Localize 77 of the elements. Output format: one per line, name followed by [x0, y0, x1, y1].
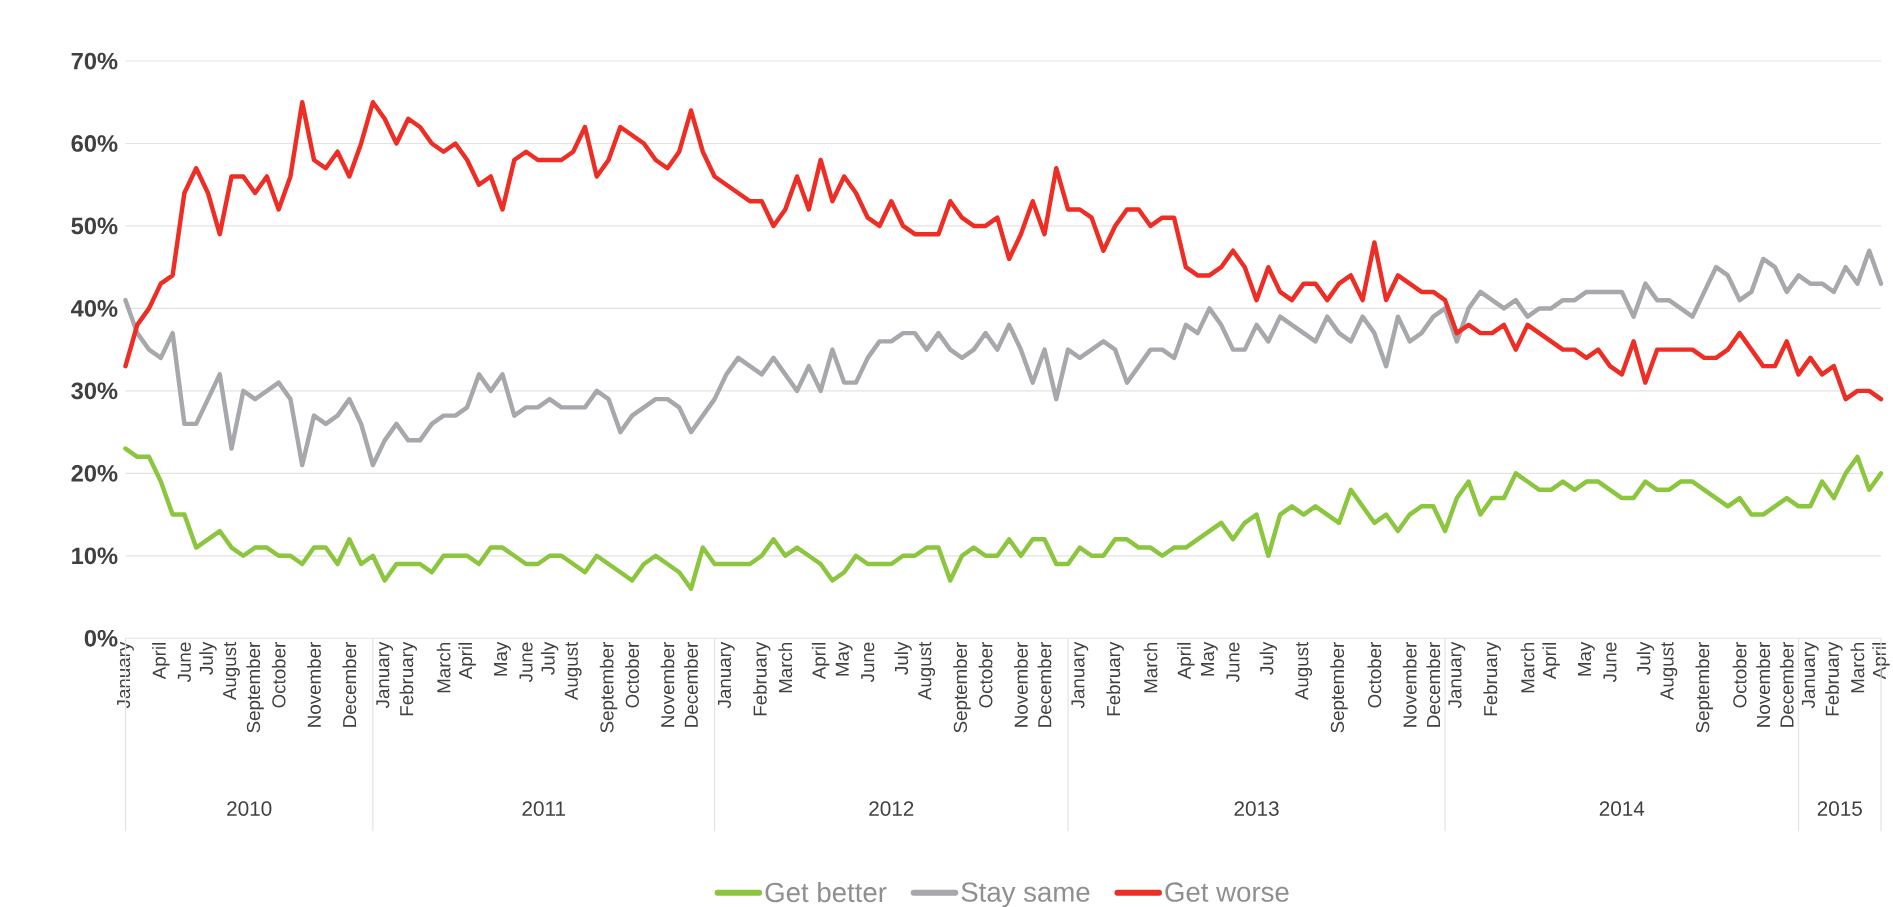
x-tick-label: February	[752, 641, 771, 716]
x-tick-label: November	[1756, 641, 1771, 727]
x-tick-label: January	[1448, 641, 1466, 708]
x-tick-label: September	[953, 641, 971, 733]
x-tick-label: August	[223, 641, 240, 700]
y-tick-label: 0%	[84, 629, 118, 647]
x-tick-label: July	[1636, 641, 1655, 675]
x-tick-label: July	[1259, 641, 1278, 675]
text: 2014	[1599, 801, 1645, 816]
x-tick-label: January	[1071, 641, 1089, 708]
x-tick-label: January	[1801, 641, 1819, 708]
y-tick-label: 40%	[71, 299, 118, 317]
x-tick-label: February	[1483, 641, 1501, 716]
x-tick-label: December	[1037, 641, 1052, 727]
x-tick-label: April	[811, 642, 830, 680]
text: 2011	[522, 801, 565, 816]
x-tick-label: November	[1402, 641, 1417, 727]
x-tick-label: October	[1367, 641, 1382, 708]
x-tick-label: November	[307, 641, 321, 727]
y-tick-label: 20%	[71, 464, 118, 482]
x-tick-label: July	[894, 641, 912, 675]
x-tick-label: December	[1426, 641, 1441, 727]
x-tick-label: August	[1660, 641, 1678, 700]
text: 2015	[1817, 801, 1862, 816]
legend-label: Stay same	[961, 882, 1090, 907]
x-tick-label: December	[342, 641, 357, 727]
x-tick-label: April	[458, 642, 476, 680]
x-tick-label: October	[271, 641, 286, 708]
x-tick-label: July	[540, 641, 559, 675]
y-tick-label: 50%	[71, 217, 118, 235]
x-tick-label: June	[519, 642, 533, 682]
x-tick-label: May	[494, 641, 511, 676]
x-tick-label: April	[152, 642, 170, 680]
text: 2010	[227, 801, 272, 816]
x-tick-label: December	[684, 641, 698, 727]
x-tick-label: August	[564, 641, 582, 700]
x-tick-label: April	[1542, 642, 1560, 680]
x-tick-label: August	[918, 641, 936, 700]
x-tick-label: March	[778, 642, 793, 693]
x-tick-label: July	[199, 641, 217, 675]
x-tick-label: January	[376, 641, 394, 708]
text: 2012	[869, 801, 914, 816]
x-tick-label: May	[1201, 641, 1218, 676]
x-tick-label: February	[1825, 641, 1843, 716]
y-tick-label: 70%	[71, 52, 118, 70]
x-tick-label: September	[1330, 641, 1348, 733]
x-tick-label: February	[1106, 641, 1124, 716]
x-tick-label: March	[1850, 642, 1865, 693]
legend-label: Get worse	[1165, 882, 1289, 902]
x-tick-label: October	[625, 641, 639, 708]
x-tick-label: November	[660, 641, 675, 727]
x-tick-label: May	[1578, 641, 1595, 676]
x-tick-label: May	[835, 641, 853, 676]
x-tick-label: August	[1295, 641, 1313, 700]
text: 2013	[1234, 801, 1279, 816]
x-tick-label: September	[1695, 641, 1713, 733]
x-tick-label: March	[436, 642, 451, 693]
legend-label: Get better	[765, 881, 887, 903]
x-tick-label: April	[1872, 642, 1890, 680]
x-tick-label: November	[1014, 641, 1028, 727]
x-tick-label: October	[978, 641, 993, 708]
x-tick-label: June	[1226, 642, 1240, 682]
y-tick-label: 10%	[72, 547, 118, 564]
x-tick-label: September	[599, 641, 618, 733]
x-tick-label: December	[1779, 641, 1794, 727]
x-tick-label: February	[399, 641, 417, 716]
x-tick-label: January	[717, 641, 735, 708]
y-tick-label: 30%	[71, 382, 118, 400]
y-tick-label: 60%	[71, 134, 118, 152]
x-tick-label: March	[1143, 642, 1158, 693]
x-tick-label: June	[861, 642, 875, 682]
x-tick-label: April	[1177, 642, 1195, 680]
x-tick-label: September	[246, 641, 264, 733]
x-tick-label: March	[1520, 642, 1535, 693]
x-tick-label: June	[1603, 642, 1617, 682]
x-tick-label: October	[1732, 641, 1747, 708]
x-tick-label: June	[177, 642, 191, 682]
